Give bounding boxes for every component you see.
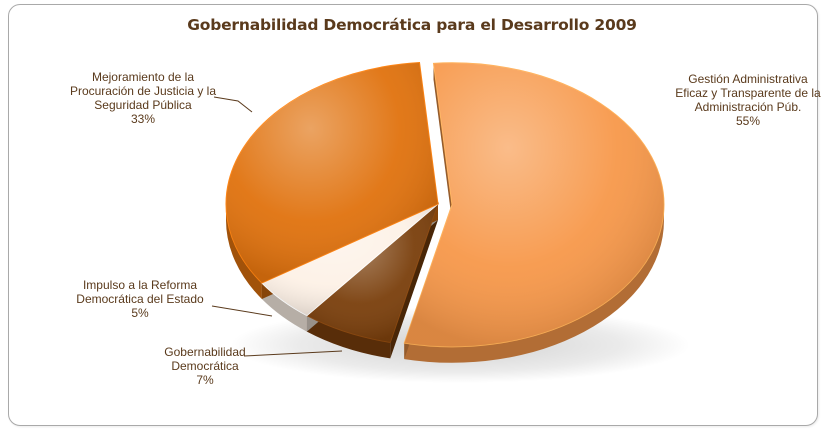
slice-label-gobernabilidad-pct: 7% [196, 373, 214, 387]
slice-side-gestion [404, 204, 664, 363]
slice-label-gobernabilidad-line-2: Democrática [171, 359, 239, 373]
slice-label-gobernabilidad: Gobernabilidad Democrática 7% [150, 345, 260, 387]
leader-line-mejoramiento [213, 96, 253, 113]
slice-gloss-mejoramiento [226, 62, 438, 283]
slice-label-gestion-pct: 55% [735, 114, 761, 128]
slice-label-gobernabilidad-line-1: Gobernabilidad [164, 345, 246, 359]
slice-label-mejoramiento-line-2: Procuración de Justicia y la [69, 84, 217, 98]
slice-label-mejoramiento-line-1: Mejoramiento de la [91, 70, 195, 84]
slice-label-impulso-pct: 5% [131, 306, 149, 320]
leader-line-gobernabilidad [243, 350, 343, 357]
leader-line-impulso [211, 305, 273, 317]
slice-label-gestion: Gestión Administrativa Eficaz y Transpar… [668, 72, 824, 128]
slice-gloss-gestion [404, 62, 664, 347]
slice-label-mejoramiento: Mejoramiento de la Procuración de Justic… [58, 70, 228, 126]
slice-label-gestion-line-2: Eficaz y Transparente de la [675, 86, 821, 100]
slice-label-mejoramiento-line-3: Seguridad Pública [94, 98, 192, 112]
slice-cut-gobernabilidad-0 [390, 204, 438, 359]
slice-label-gestion-line-3: Administración Púb. [694, 100, 802, 114]
slice-label-gestion-line-1: Gestión Administrativa [688, 72, 808, 86]
slice-gloss-impulso [261, 204, 438, 316]
slice-cut-gestion-0 [433, 63, 452, 221]
slice-label-impulso-line-1: Impulso a la Reforma [82, 278, 198, 292]
slice-side-impulso [261, 282, 307, 332]
slice-gloss-gobernabilidad [306, 204, 438, 343]
slice-side-mejoramiento [226, 204, 262, 299]
slice-label-mejoramiento-pct: 33% [130, 112, 156, 126]
slice-side-gobernabilidad [306, 315, 391, 359]
slice-label-impulso-line-2: Democrática del Estado [76, 292, 204, 306]
chart-title: Gobernabilidad Democrática para el Desar… [187, 16, 637, 34]
slice-label-impulso: Impulso a la Reforma Democrática del Est… [60, 278, 220, 320]
